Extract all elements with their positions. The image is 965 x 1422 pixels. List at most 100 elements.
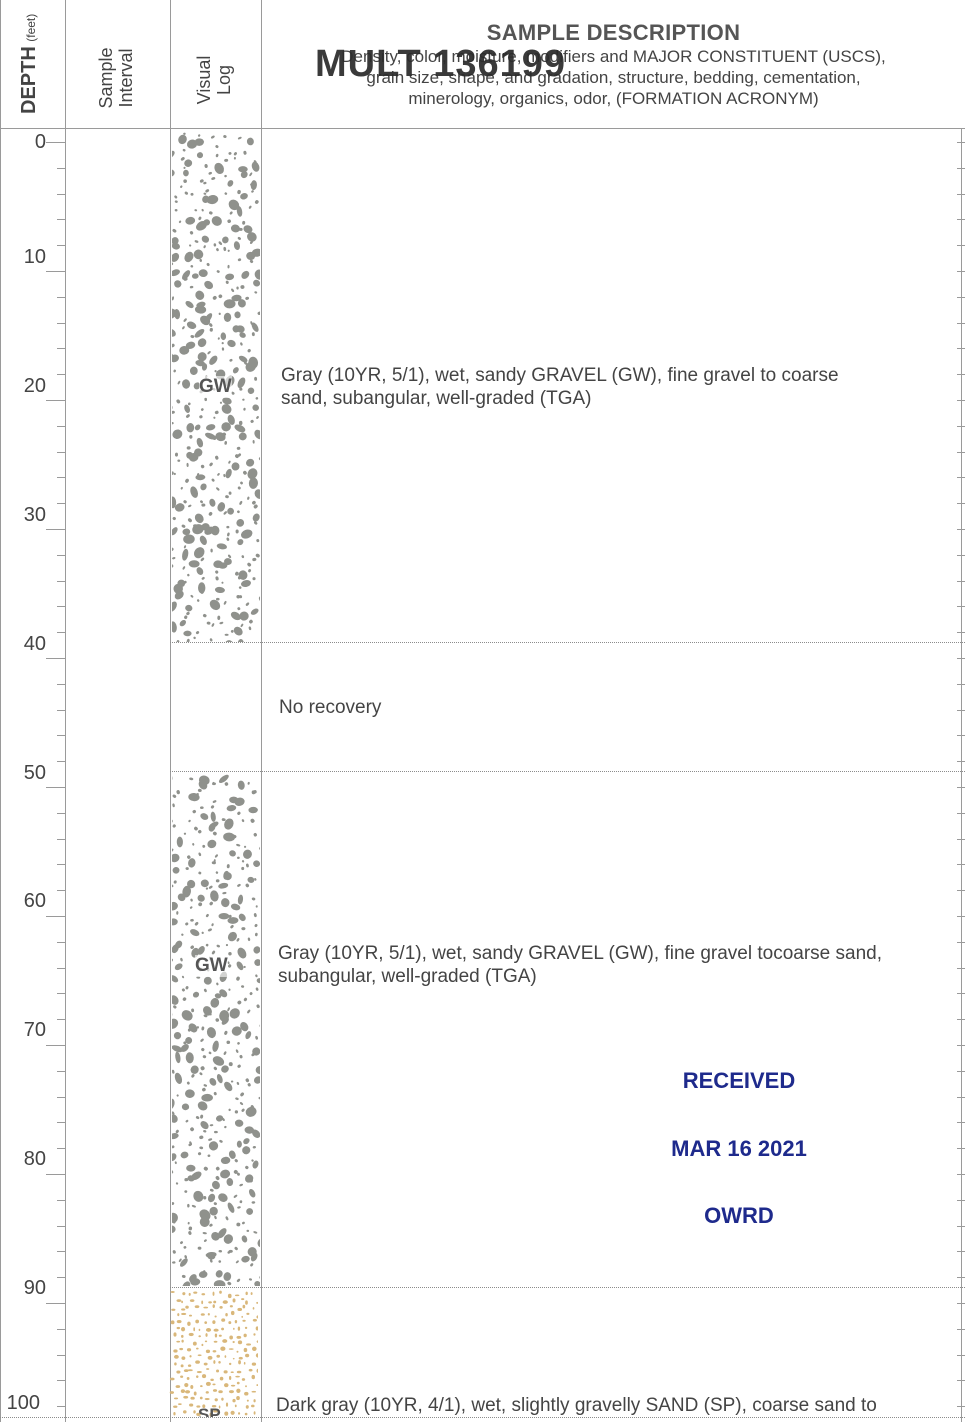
gravel-grain — [200, 500, 203, 504]
gravel-grain — [206, 621, 211, 625]
depth-tick-label: 50 — [23, 762, 46, 784]
gravel-grain — [231, 391, 235, 395]
gravel-grain — [248, 477, 258, 489]
gravel-grain — [236, 205, 243, 217]
gravel-grain — [245, 602, 250, 606]
gravel-grain — [235, 1049, 239, 1053]
gravel-grain — [195, 631, 200, 635]
depth-minor-tick — [57, 864, 65, 865]
gravel-grain — [183, 832, 187, 835]
gravel-grain — [200, 813, 209, 820]
gravel-grain — [181, 975, 185, 979]
sand-grain — [213, 1300, 217, 1304]
depth-major-tick — [46, 916, 65, 917]
sand-grain — [244, 1412, 248, 1416]
sand-grain — [176, 1326, 181, 1330]
gravel-grain — [250, 419, 254, 423]
gravel-grain — [251, 161, 260, 172]
layer-description-gw-lower: Gray (10YR, 5/1), wet, sandy GRAVEL (GW)… — [278, 942, 882, 988]
gravel-grain — [204, 526, 215, 535]
gravel-grain — [247, 876, 255, 883]
sand-grain — [205, 1333, 208, 1337]
gravel-grain — [230, 903, 241, 911]
sand-grain — [212, 1350, 217, 1353]
sand-grain — [204, 1398, 210, 1401]
gravel-grain — [174, 195, 178, 199]
depth-minor-tick — [57, 1406, 65, 1407]
gravel-grain — [204, 397, 208, 402]
gravel-grain — [237, 811, 241, 815]
gravel-grain — [198, 1271, 208, 1278]
depth-major-tick — [46, 1303, 65, 1304]
sand-grain — [229, 1305, 233, 1308]
gravel-grain — [229, 358, 233, 362]
gravel-grain — [179, 620, 187, 627]
gravel-grain — [238, 420, 243, 426]
gravel-grain — [236, 961, 244, 971]
gravel-grain — [173, 472, 176, 476]
gravel-grain — [231, 1026, 242, 1036]
gravel-grain — [245, 883, 250, 888]
gravel-grain — [254, 269, 260, 280]
sand-grain — [253, 1333, 256, 1336]
gravel-grain — [225, 280, 229, 285]
sand-grain — [241, 1378, 246, 1381]
visual-log-header: Visual Log — [194, 34, 238, 126]
right-margin-tick — [957, 1045, 965, 1046]
sand-grain — [189, 1299, 195, 1303]
sand-grain — [174, 1362, 177, 1366]
sand-grain — [208, 1301, 212, 1304]
gravel-grain — [184, 1089, 195, 1098]
sand-grain — [195, 1319, 200, 1324]
sand-grain — [206, 1368, 210, 1370]
gravel-grain — [187, 1028, 191, 1032]
gravel-grain — [207, 1193, 216, 1203]
sand-grain — [222, 1300, 228, 1304]
gravel-grain — [230, 224, 240, 233]
gravel-grain — [185, 922, 189, 926]
gravel-grain — [212, 782, 216, 786]
sand-grain — [219, 1376, 224, 1381]
gravel-grain — [172, 328, 176, 337]
gravel-grain — [202, 613, 207, 618]
depth-minor-tick — [57, 684, 65, 685]
right-margin-tick — [957, 477, 965, 478]
gravel-grain — [200, 557, 205, 562]
gravel-grain — [189, 906, 193, 909]
gravel-grain — [250, 240, 253, 244]
sand-grain — [171, 1308, 176, 1311]
gravel-grain — [212, 800, 217, 803]
gravel-grain — [234, 1246, 238, 1251]
gravel-grain — [178, 1258, 182, 1263]
right-margin-tick — [957, 452, 965, 453]
gravel-grain — [205, 943, 209, 947]
gravel-grain — [234, 1110, 239, 1114]
gravel-grain — [172, 1114, 178, 1123]
sand-grain — [234, 1404, 237, 1408]
right-margin-tick — [957, 813, 965, 814]
depth-minor-tick — [57, 839, 65, 840]
gravel-grain — [197, 134, 201, 137]
gravel-grain — [189, 777, 194, 781]
gravel-grain — [213, 243, 217, 247]
sand-grain — [173, 1349, 178, 1353]
gravel-grain — [172, 1145, 175, 1149]
gravel-grain — [211, 1232, 220, 1241]
gravel-grain — [194, 138, 205, 146]
sand-grain — [212, 1304, 215, 1309]
gravel-grain — [197, 788, 202, 793]
depth-minor-tick — [57, 477, 65, 478]
gravel-grain — [234, 311, 241, 319]
sand-grain — [212, 1389, 218, 1392]
gravel-grain — [236, 1222, 241, 1227]
gravel-grain — [251, 1159, 254, 1162]
gravel-grain — [257, 311, 260, 315]
right-margin-tick — [957, 1380, 965, 1381]
gravel-grain — [193, 547, 205, 559]
gravel-grain — [194, 240, 199, 243]
gravel-grain — [172, 557, 176, 560]
gravel-grain — [202, 1087, 206, 1092]
gravel-grain — [199, 415, 203, 419]
sand-grain — [230, 1410, 235, 1415]
gravel-grain — [197, 946, 205, 955]
